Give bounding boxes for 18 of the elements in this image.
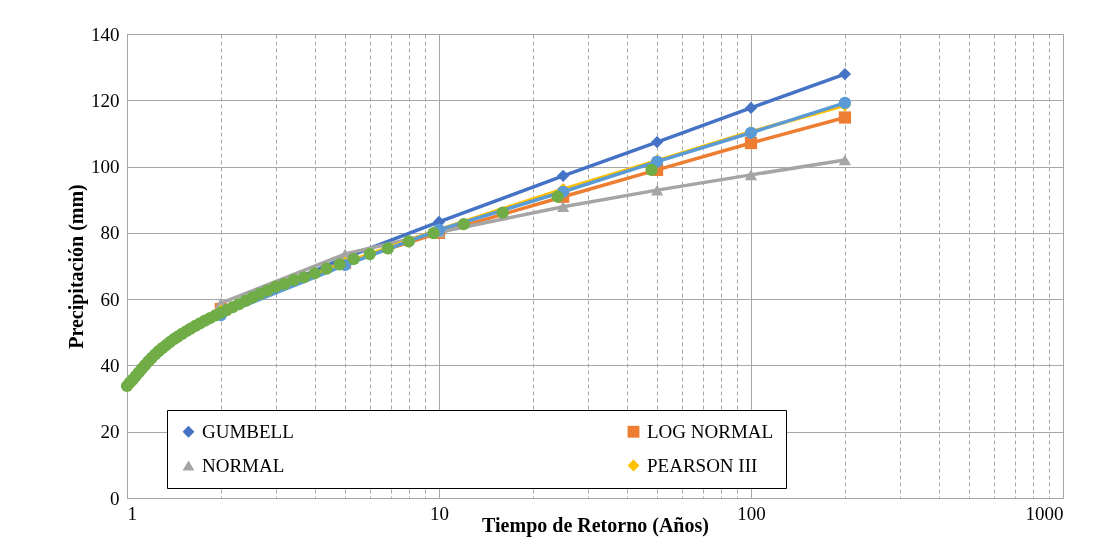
y-tick-label: 40 [100,354,120,376]
y-tick-label: 20 [100,421,120,443]
legend-label: PEARSON III [647,454,758,476]
y-tick-label: 100 [91,156,120,178]
x-tick-label: 100 [737,502,766,524]
legend-label: GUMBELL [202,420,294,442]
legend-label: LOG NORMAL [647,420,774,442]
y-tick-label: 80 [100,222,120,244]
y-tick-label: 0 [110,487,120,509]
legend-label: NORMAL [202,454,285,476]
x-tick-label: 10 [430,502,449,524]
x-axis-title: Tiempo de Retorno (Años) [482,513,709,537]
x-tick-label: 1000 [1025,502,1064,524]
y-tick-label: 60 [100,288,120,310]
y-tick-label: 140 [91,23,120,45]
y-axis-title: Precipitación (mm) [65,184,88,349]
x-tick-label: 1 [127,502,137,524]
y-tick-label: 120 [91,89,120,111]
